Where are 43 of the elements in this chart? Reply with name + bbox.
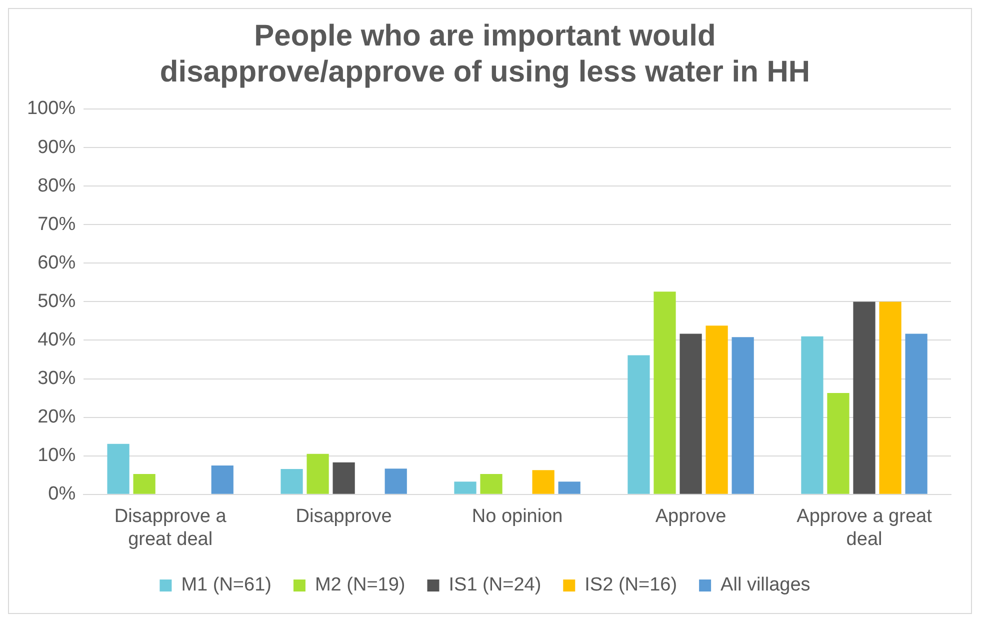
bar [905, 334, 928, 494]
bar [680, 334, 702, 494]
legend-label: IS2 (N=16) [584, 574, 678, 596]
bar [879, 302, 902, 494]
y-tick-label: 80% [38, 175, 76, 196]
bar [706, 326, 728, 494]
bar [732, 337, 754, 494]
y-tick-label: 10% [38, 445, 76, 466]
bar [628, 355, 650, 494]
bar [332, 462, 355, 494]
bar [384, 468, 407, 494]
bar [280, 468, 303, 494]
x-tick-label: Approve [655, 506, 726, 528]
bar [454, 482, 476, 494]
y-tick-label: 100% [26, 98, 76, 120]
chart-title: People who are important would disapprove/approve of using less water in HH [160, 19, 810, 88]
legend-label: M1 (N=61) [181, 574, 272, 596]
x-tick-label: No opinion [472, 506, 563, 528]
bar [827, 393, 850, 494]
bar [532, 470, 554, 494]
y-tick-label: 90% [38, 136, 76, 158]
y-tick-label: 0% [48, 484, 76, 505]
y-tick-label: 20% [38, 406, 76, 428]
legend-label: IS1 (N=24) [448, 574, 542, 596]
x-tick-label: Approve a great deal [796, 506, 933, 550]
y-tick-label: 40% [38, 329, 76, 350]
bar [211, 465, 234, 494]
bar [306, 454, 329, 494]
legend-label: M2 (N=19) [314, 574, 406, 596]
y-tick-label: 60% [38, 252, 76, 274]
bar [480, 474, 502, 494]
x-tick-label: Disapprove a great deal [114, 506, 227, 550]
y-tick-label: 30% [38, 368, 76, 390]
x-tick-label: Disapprove [296, 506, 392, 528]
bar [558, 482, 580, 494]
bar [107, 444, 130, 494]
bar [133, 474, 156, 494]
legend-label: All villages [720, 574, 810, 596]
bar [853, 302, 876, 494]
bar [801, 336, 824, 494]
y-tick-label: 50% [38, 290, 76, 312]
y-tick-label: 70% [38, 214, 76, 235]
bar [654, 292, 676, 494]
